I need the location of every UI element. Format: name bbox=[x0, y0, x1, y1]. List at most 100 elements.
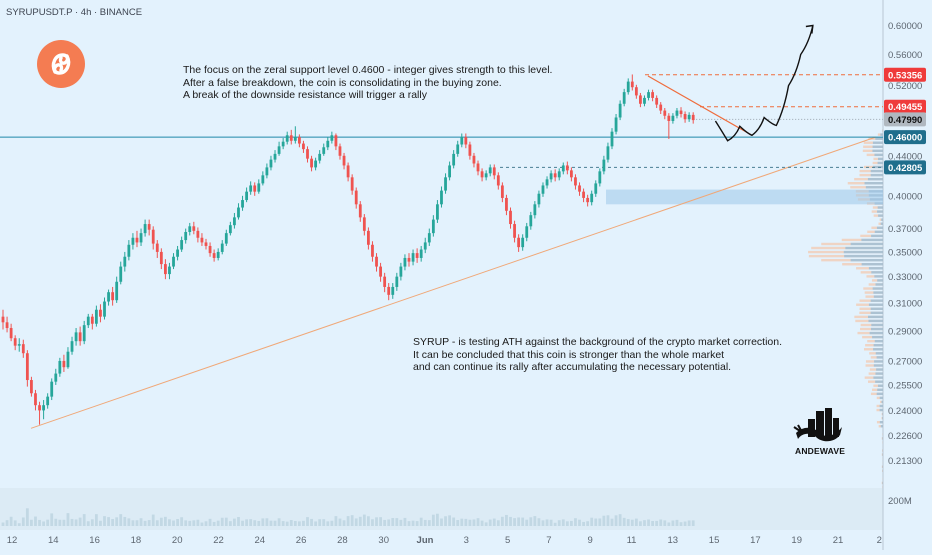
volume-profile-bar-inner bbox=[875, 340, 883, 342]
volume-bar bbox=[464, 519, 467, 526]
candle bbox=[221, 244, 224, 252]
candle bbox=[428, 233, 431, 242]
candle bbox=[672, 116, 675, 121]
candle bbox=[412, 253, 415, 262]
candle bbox=[359, 204, 362, 217]
candle bbox=[343, 156, 346, 166]
candle bbox=[611, 132, 614, 147]
candle bbox=[18, 344, 21, 345]
price-badge-label: 0.47990 bbox=[888, 115, 922, 126]
volume-bar bbox=[505, 515, 508, 526]
candle bbox=[180, 240, 183, 249]
volume-bar bbox=[395, 518, 398, 526]
volume-profile-bar-inner bbox=[880, 397, 883, 399]
candle bbox=[627, 82, 630, 93]
volume-profile-bar-inner bbox=[878, 385, 883, 387]
y-tick-label: 0.27000 bbox=[888, 356, 922, 367]
y-tick-label: 0.40000 bbox=[888, 191, 922, 202]
volume-profile-bar-inner bbox=[868, 178, 883, 180]
volume-bar bbox=[647, 519, 650, 526]
volume-bar bbox=[639, 521, 642, 526]
y-tick-label: 0.37000 bbox=[888, 224, 922, 235]
volume-bar bbox=[611, 519, 614, 526]
volume-profile-bar-inner bbox=[869, 304, 883, 306]
candle bbox=[497, 175, 500, 185]
candle bbox=[570, 170, 573, 177]
volume-bar bbox=[18, 523, 21, 526]
candle bbox=[14, 338, 17, 345]
volume-bar bbox=[513, 518, 516, 526]
candle bbox=[46, 397, 49, 406]
candle bbox=[651, 92, 654, 98]
candle bbox=[237, 208, 240, 218]
volume-profile-bar-inner bbox=[871, 271, 883, 273]
volume-bar bbox=[10, 517, 13, 526]
candle bbox=[493, 167, 496, 175]
volume-bar bbox=[347, 516, 350, 526]
volume-profile-bar-inner bbox=[872, 150, 883, 152]
volume-bar bbox=[270, 521, 273, 526]
volume-profile-bar-inner bbox=[873, 142, 883, 144]
candle bbox=[538, 194, 541, 205]
volume-bar bbox=[408, 521, 411, 526]
volume-bar bbox=[399, 520, 402, 526]
author-avatar[interactable] bbox=[37, 40, 85, 88]
candle bbox=[464, 137, 467, 144]
volume-bar bbox=[63, 520, 66, 526]
y-tick-label: 0.29000 bbox=[888, 326, 922, 337]
volume-bar bbox=[196, 520, 199, 526]
volume-bar bbox=[542, 520, 545, 526]
candle bbox=[550, 173, 553, 179]
volume-bar bbox=[58, 520, 61, 526]
candle bbox=[201, 238, 204, 243]
candle bbox=[558, 171, 561, 177]
volume-bar bbox=[688, 520, 691, 526]
volume-bar bbox=[22, 517, 25, 526]
candle bbox=[607, 146, 610, 159]
volume-bar bbox=[424, 520, 427, 526]
volume-bar bbox=[420, 518, 423, 526]
volume-bar bbox=[79, 518, 82, 526]
x-tick-label: 30 bbox=[378, 535, 389, 546]
volume-profile-bar-inner bbox=[881, 401, 883, 403]
volume-bar bbox=[119, 514, 122, 526]
candle bbox=[91, 317, 94, 324]
candle bbox=[692, 115, 695, 120]
volume-bar bbox=[383, 520, 386, 526]
candle bbox=[257, 183, 260, 191]
candle bbox=[363, 217, 366, 230]
candle bbox=[586, 198, 589, 202]
volume-profile-bar-inner bbox=[876, 368, 883, 370]
x-tick-label: 13 bbox=[668, 535, 679, 546]
candle bbox=[119, 267, 122, 282]
volume-bar bbox=[619, 514, 622, 526]
candle bbox=[95, 310, 98, 324]
volume-profile-bar-inner bbox=[851, 259, 883, 261]
volume-profile-bar-inner bbox=[873, 376, 883, 378]
candle bbox=[582, 192, 585, 198]
x-tick-label: 24 bbox=[255, 535, 266, 546]
volume-profile-bar-inner bbox=[871, 299, 883, 301]
x-tick-label: 20 bbox=[172, 535, 183, 546]
candle bbox=[383, 277, 386, 287]
candle bbox=[156, 244, 159, 252]
volume-axis-label: 200M bbox=[888, 496, 912, 507]
candle bbox=[404, 258, 407, 267]
volume-bar bbox=[136, 520, 139, 526]
volume-bar bbox=[473, 519, 476, 526]
candle bbox=[509, 211, 512, 224]
volume-bar bbox=[71, 519, 74, 526]
candle bbox=[387, 287, 390, 295]
volume-profile-bar-inner bbox=[845, 247, 883, 249]
y-tick-label: 0.25500 bbox=[888, 380, 922, 391]
candle bbox=[452, 154, 455, 166]
x-tick-label: 16 bbox=[89, 535, 100, 546]
volume-bar bbox=[205, 521, 208, 526]
candle bbox=[132, 238, 135, 245]
volume-bar bbox=[363, 515, 366, 526]
y-tick-label: 0.24000 bbox=[888, 406, 922, 417]
volume-bar bbox=[335, 516, 338, 526]
candle bbox=[107, 292, 110, 301]
candle bbox=[6, 322, 9, 328]
candle bbox=[99, 310, 102, 317]
